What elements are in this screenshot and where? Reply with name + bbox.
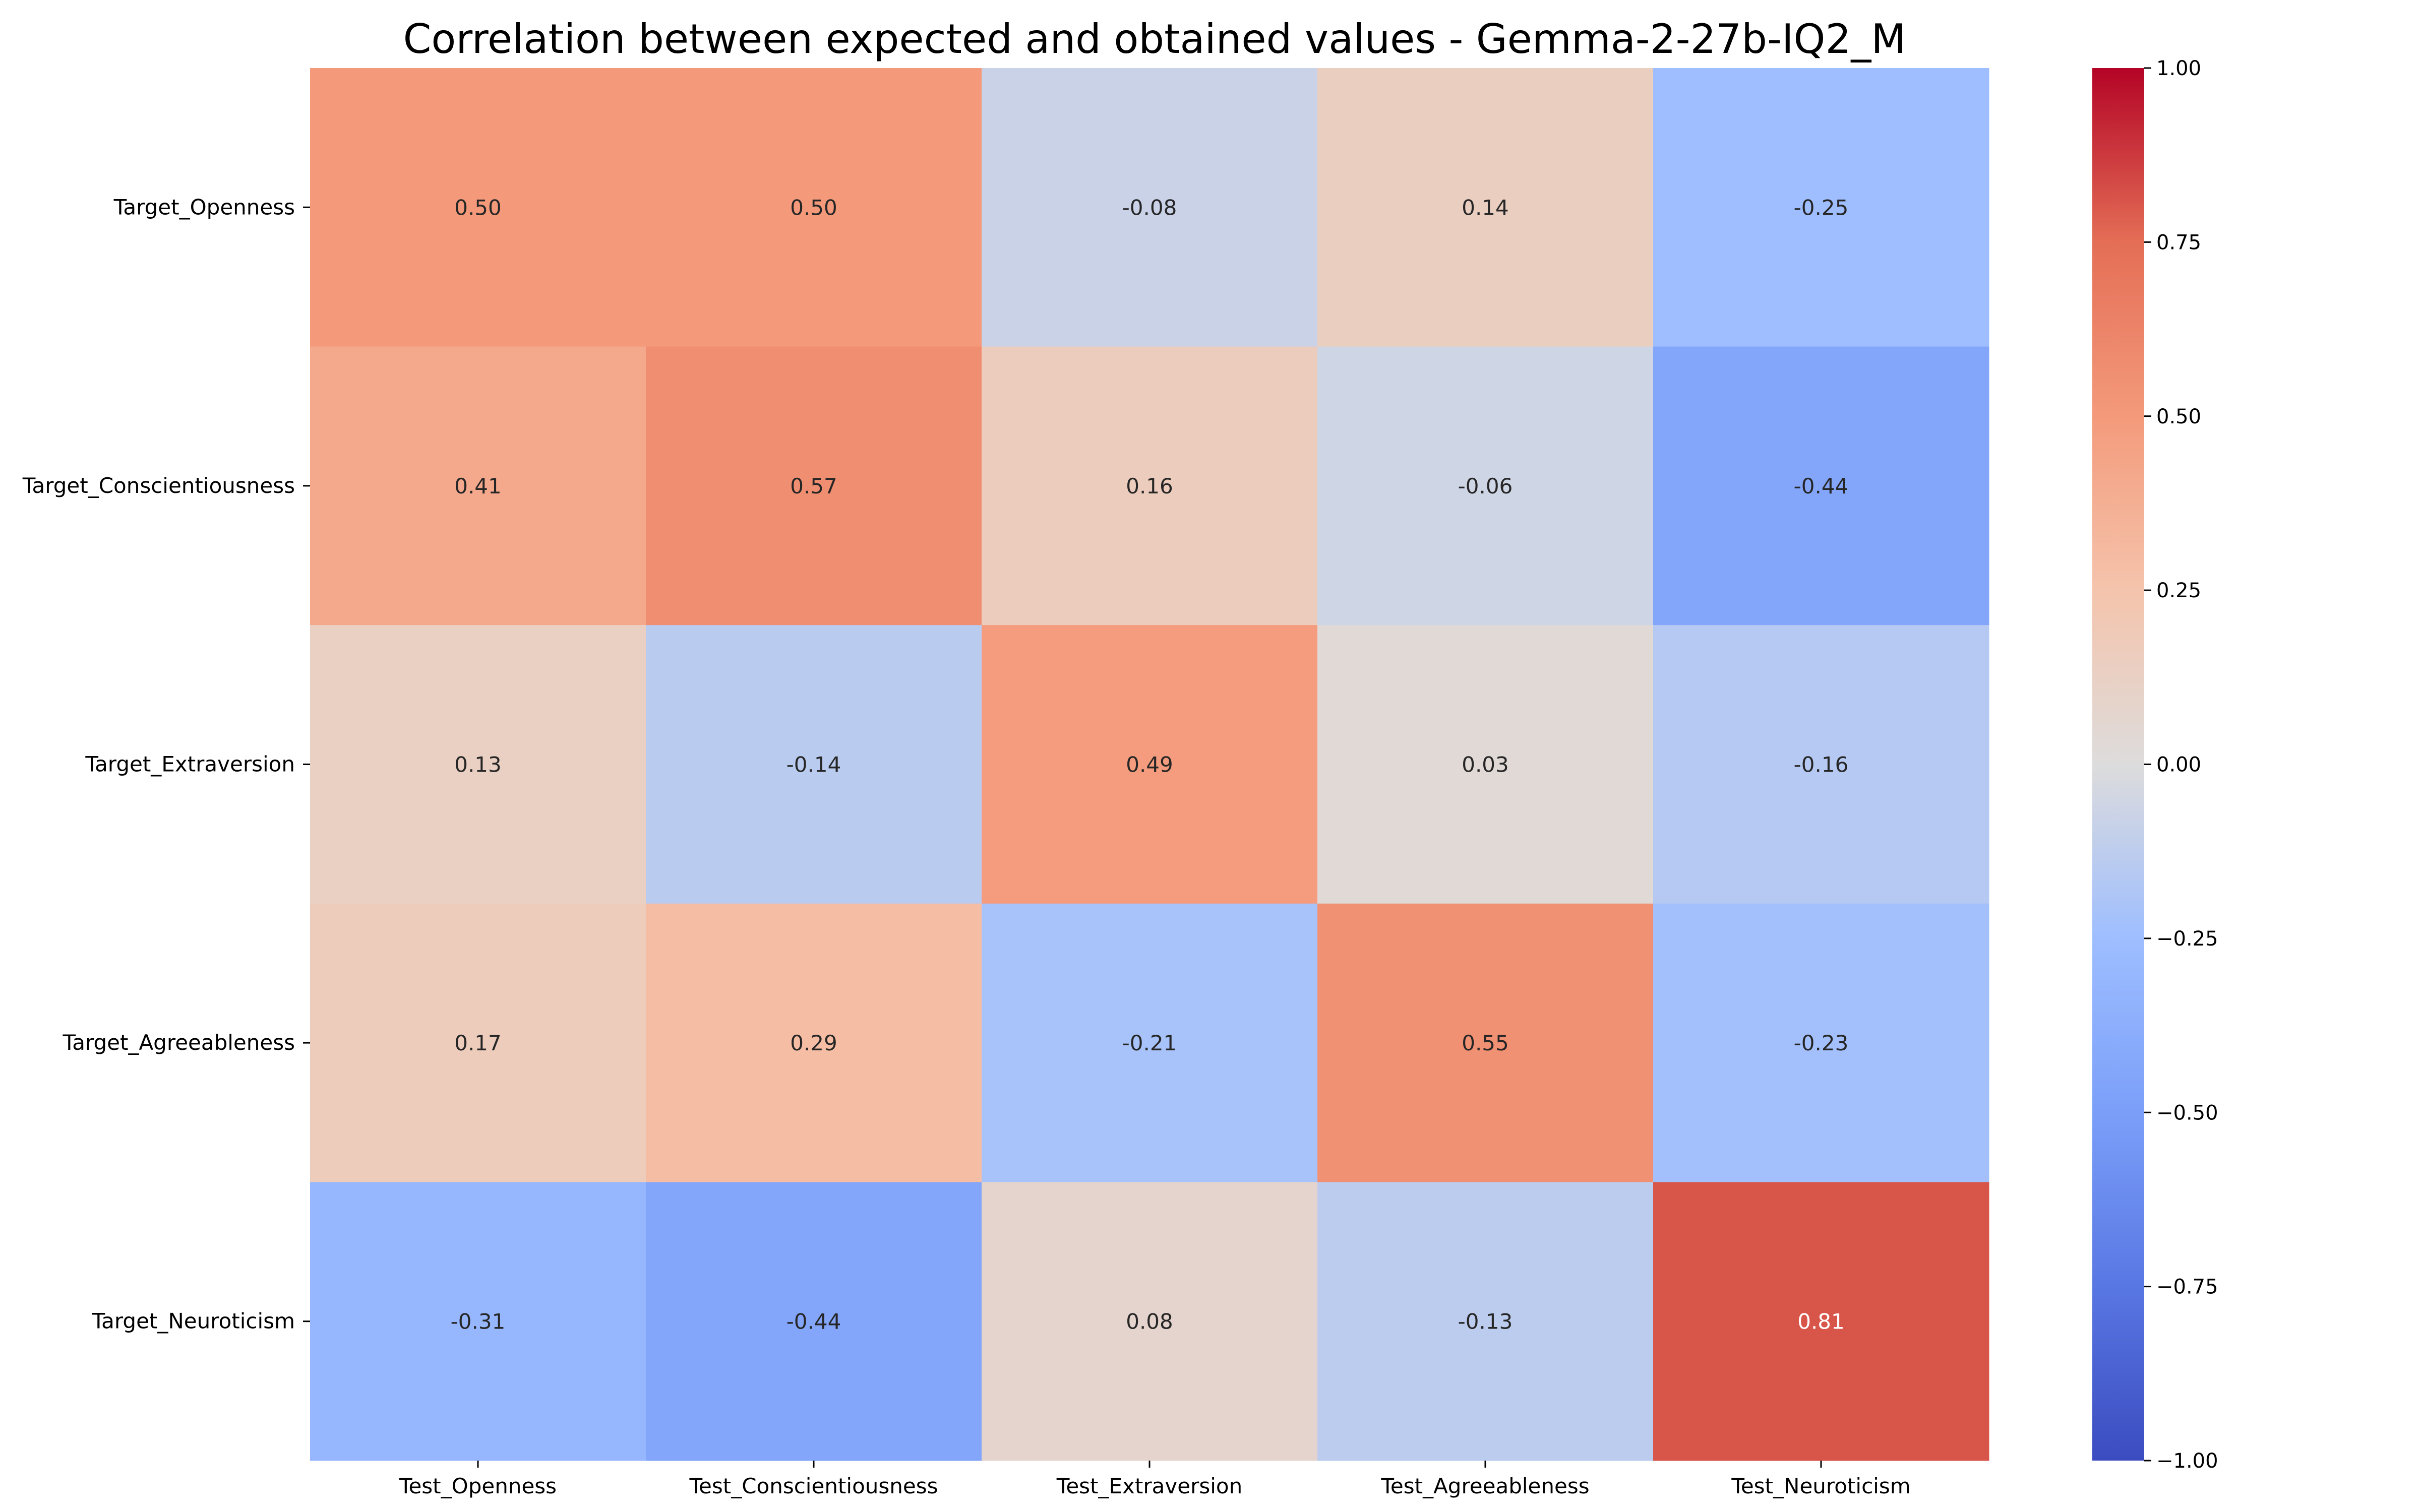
cell-value-label: -0.25 — [1794, 195, 1849, 220]
heatmap-cell — [310, 68, 646, 347]
colorbar: 1.00 0.75 0.50 0.25 0.00 −0.25 −0.50 −0.75 −1.00 — [2092, 57, 2218, 1473]
cell-value-label: 0.17 — [454, 1031, 502, 1055]
heatmap-cell — [1317, 1182, 1654, 1461]
heatmap-cell — [1653, 346, 1989, 625]
x-tick-label: Test_Neuroticism — [1731, 1474, 1910, 1498]
heatmap-cell — [1653, 1182, 1989, 1461]
cell-value-label: -0.21 — [1122, 1031, 1177, 1055]
cell-value-label: 0.57 — [790, 474, 837, 498]
cell-value-label: -0.08 — [1122, 195, 1177, 220]
cell-value-label: 0.03 — [1462, 752, 1509, 777]
colorbar-gradient — [2092, 68, 2144, 1461]
heatmap-cell — [1317, 346, 1654, 625]
y-tick-label: Target_Conscientiousness — [22, 473, 295, 498]
cell-value-label: 0.29 — [790, 1031, 837, 1055]
cell-value-label: 0.13 — [454, 752, 502, 777]
cell-value-label: -0.13 — [1458, 1309, 1513, 1334]
heatmap-cell — [646, 1182, 982, 1461]
heatmap-cell — [1317, 903, 1654, 1182]
y-axis-labels: Target_Openness Target_Conscientiousness T… — [22, 195, 310, 1334]
heatmap-cell — [1317, 625, 1654, 904]
cell-value-label: -0.23 — [1794, 1031, 1849, 1055]
cell-value-label: -0.31 — [451, 1309, 506, 1334]
cell-value-label: 0.08 — [1126, 1309, 1173, 1334]
colorbar-tick-label: 0.50 — [2156, 405, 2201, 428]
x-axis-labels: Test_Openness Test_Conscientiousness Test_… — [399, 1461, 1911, 1498]
y-tick-label: Target_Agreeableness — [63, 1030, 295, 1055]
cell-value-label: 0.55 — [1462, 1031, 1509, 1055]
cell-value-label: 0.16 — [1126, 474, 1173, 498]
heatmap-cell — [982, 1182, 1318, 1461]
heatmap-cell — [1653, 625, 1989, 904]
cell-value-label: -0.44 — [1794, 474, 1849, 498]
x-tick-label: Test_Extraversion — [1056, 1474, 1242, 1498]
cell-value-label: 0.14 — [1462, 195, 1509, 220]
cell-value-label: -0.14 — [786, 752, 841, 777]
colorbar-tick-label: −1.00 — [2156, 1450, 2218, 1473]
heatmap-cell — [310, 346, 646, 625]
cell-value-label: 0.50 — [790, 195, 837, 220]
cell-value-label: 0.81 — [1797, 1309, 1845, 1334]
heatmap-cell — [1653, 903, 1989, 1182]
colorbar-tick-label: −0.50 — [2156, 1101, 2218, 1124]
x-tick-label: Test_Openness — [399, 1474, 557, 1498]
colorbar-tick-label: 0.25 — [2156, 579, 2201, 602]
cell-value-label: 0.49 — [1126, 752, 1173, 777]
colorbar-tick-label: −0.75 — [2156, 1276, 2218, 1299]
y-tick-label: Target_Extraversion — [85, 752, 295, 777]
heatmap-cells: 0.50 0.50 -0.08 0.14 -0.25 0.41 0.57 0.16 -0.06 -… — [310, 68, 1989, 1461]
cell-value-label: -0.16 — [1794, 752, 1849, 777]
heatmap-cell — [646, 903, 982, 1182]
colorbar-tick-label: 0.00 — [2156, 753, 2201, 777]
heatmap-cell — [646, 68, 982, 347]
colorbar-tick-label: 1.00 — [2156, 57, 2201, 80]
heatmap-cell — [982, 68, 1318, 347]
cell-value-label: -0.44 — [786, 1309, 841, 1334]
y-tick-label: Target_Neuroticism — [91, 1309, 295, 1334]
cell-value-label: 0.50 — [454, 195, 502, 220]
heatmap-cell — [646, 346, 982, 625]
cell-value-label: 0.41 — [454, 474, 502, 498]
colorbar-tick-label: 0.75 — [2156, 231, 2201, 254]
chart-title: Correlation between expected and obtaine… — [403, 16, 1906, 62]
heatmap-cell — [646, 625, 982, 904]
heatmap-cell — [310, 1182, 646, 1461]
heatmap-cell — [310, 625, 646, 904]
x-tick-label: Test_Conscientiousness — [689, 1474, 938, 1498]
cell-value-label: -0.06 — [1458, 474, 1513, 498]
colorbar-tick-label: −0.25 — [2156, 927, 2218, 951]
y-tick-label: Target_Openness — [113, 195, 295, 219]
heatmap-cell — [1653, 68, 1989, 347]
x-tick-label: Test_Agreeableness — [1380, 1474, 1589, 1498]
heatmap-cell — [310, 903, 646, 1182]
heatmap-cell — [1317, 68, 1654, 347]
heatmap-cell — [982, 625, 1318, 904]
heatmap-cell — [982, 903, 1318, 1182]
heatmap-cell — [982, 346, 1318, 625]
